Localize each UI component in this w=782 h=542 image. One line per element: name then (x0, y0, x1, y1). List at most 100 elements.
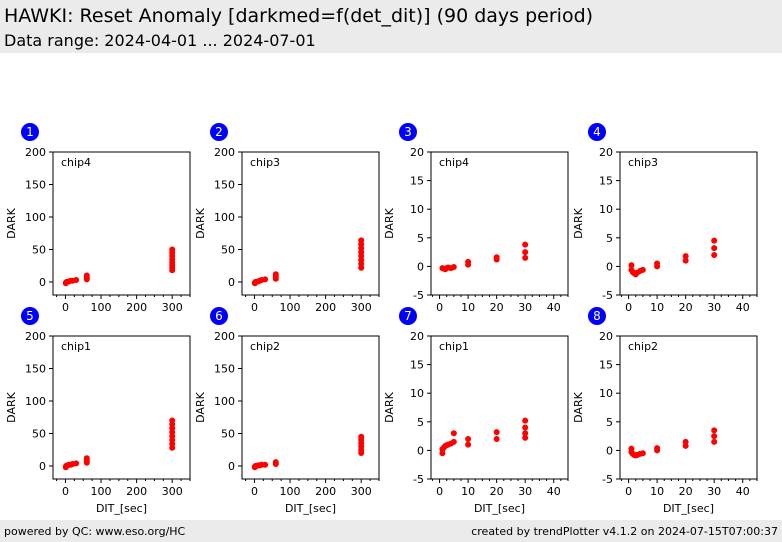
data-point (493, 435, 500, 442)
x-tick-label: 100 (91, 301, 112, 314)
data-point (262, 276, 269, 283)
plot-frame (241, 335, 380, 480)
y-tick-label: -5 (602, 473, 613, 486)
data-point (73, 277, 80, 284)
y-tick-label: 20 (410, 330, 424, 343)
x-tick-label: 300 (162, 485, 183, 498)
y-tick-label: 0 (606, 260, 613, 273)
data-point (465, 435, 472, 442)
y-tick-label: 20 (599, 330, 613, 343)
y-axis-label: DARK (572, 207, 585, 238)
panel-badge (210, 123, 228, 141)
page-subtitle: Data range: 2024-04-01 ... 2024-07-01 (4, 31, 316, 50)
x-tick-label: 0 (436, 485, 443, 498)
data-point (358, 433, 365, 440)
y-axis-label: DARK (383, 391, 396, 422)
plot-frame (619, 151, 758, 296)
y-tick-label: -5 (413, 289, 424, 302)
x-tick-label: 20 (490, 301, 504, 314)
data-point (358, 237, 365, 244)
y-tick-label: 100 (25, 395, 46, 408)
chip-annotation: chip4 (439, 156, 469, 169)
data-point (639, 450, 646, 457)
chip-annotation: chip3 (250, 156, 280, 169)
data-point (654, 260, 661, 267)
data-point (493, 254, 500, 261)
y-tick-label: 0 (606, 444, 613, 457)
y-axis-label: DARK (5, 391, 18, 422)
footer-credit: powered by QC: www.eso.org/HC (4, 525, 186, 538)
panel-badge (21, 307, 39, 325)
y-tick-label: 20 (410, 146, 424, 159)
x-tick-label: 100 (280, 301, 301, 314)
data-point (522, 249, 529, 256)
y-tick-label: 20 (599, 146, 613, 159)
data-point (639, 266, 646, 273)
chip-annotation: chip1 (61, 340, 91, 353)
chart-panel-1: 1 0 50 100 150 200 0 100 200 300 DARK chip4 (5, 123, 191, 314)
x-tick-label: 30 (518, 301, 532, 314)
data-point (522, 424, 529, 431)
panel-badge (399, 307, 417, 325)
x-tick-label: 300 (351, 485, 372, 498)
chart-panel-4: 4 -5 0 5 10 15 20 0 10 20 30 40 DARK chip3 (572, 123, 758, 314)
panel-badge (588, 307, 606, 325)
y-tick-label: 150 (214, 179, 235, 192)
chip-annotation: chip1 (439, 340, 469, 353)
panel-number: 4 (593, 125, 601, 139)
data-point (711, 245, 718, 252)
panel-number: 7 (404, 309, 412, 323)
y-tick-label: 50 (32, 428, 46, 441)
x-tick-label: 10 (650, 301, 664, 314)
y-tick-label: 150 (25, 363, 46, 376)
y-axis-label: DARK (5, 207, 18, 238)
data-point (262, 461, 269, 468)
plot-frame (430, 335, 569, 480)
y-tick-label: 200 (214, 146, 235, 159)
chart-panel-8: 8 -5 0 5 10 15 20 0 10 20 30 40 DARK DIT_[sec] chip2 (572, 307, 758, 515)
y-tick-label: 10 (599, 387, 613, 400)
data-point (169, 417, 176, 424)
data-point (711, 438, 718, 445)
chip-annotation: chip3 (628, 156, 658, 169)
x-tick-label: 40 (736, 485, 750, 498)
x-tick-label: 0 (251, 301, 258, 314)
y-tick-label: 10 (410, 203, 424, 216)
data-point (169, 246, 176, 253)
data-point (628, 262, 635, 269)
panel-badge (210, 307, 228, 325)
y-tick-label: 15 (410, 359, 424, 372)
x-tick-label: 100 (280, 485, 301, 498)
data-point (272, 459, 279, 466)
y-tick-label: 50 (32, 244, 46, 257)
x-tick-label: 0 (625, 485, 632, 498)
panel-number: 5 (26, 309, 34, 323)
y-tick-label: 15 (410, 175, 424, 188)
y-tick-label: 15 (599, 175, 613, 188)
data-point (465, 441, 472, 448)
x-tick-label: 0 (251, 485, 258, 498)
chip-annotation: chip2 (628, 340, 658, 353)
panel-number: 2 (215, 125, 223, 139)
header-bar: HAWKI: Reset Anomaly [darkmed=f(det_dit)… (0, 0, 782, 53)
panel-badge (588, 123, 606, 141)
x-tick-label: 40 (547, 301, 561, 314)
y-tick-label: 0 (417, 444, 424, 457)
x-tick-label: 300 (162, 301, 183, 314)
plot-frame (619, 335, 758, 480)
y-tick-label: 100 (25, 211, 46, 224)
y-tick-label: 100 (214, 395, 235, 408)
y-tick-label: 5 (417, 232, 424, 245)
x-axis-label: DIT_[sec] (663, 502, 714, 515)
x-tick-label: 200 (126, 485, 147, 498)
plot-frame (52, 151, 191, 296)
x-tick-label: 0 (62, 485, 69, 498)
x-tick-label: 30 (707, 485, 721, 498)
y-axis-label: DARK (194, 207, 207, 238)
y-tick-label: -5 (602, 289, 613, 302)
panel-number: 8 (593, 309, 601, 323)
y-tick-label: 5 (606, 232, 613, 245)
y-tick-label: 150 (214, 363, 235, 376)
x-tick-label: 10 (650, 485, 664, 498)
